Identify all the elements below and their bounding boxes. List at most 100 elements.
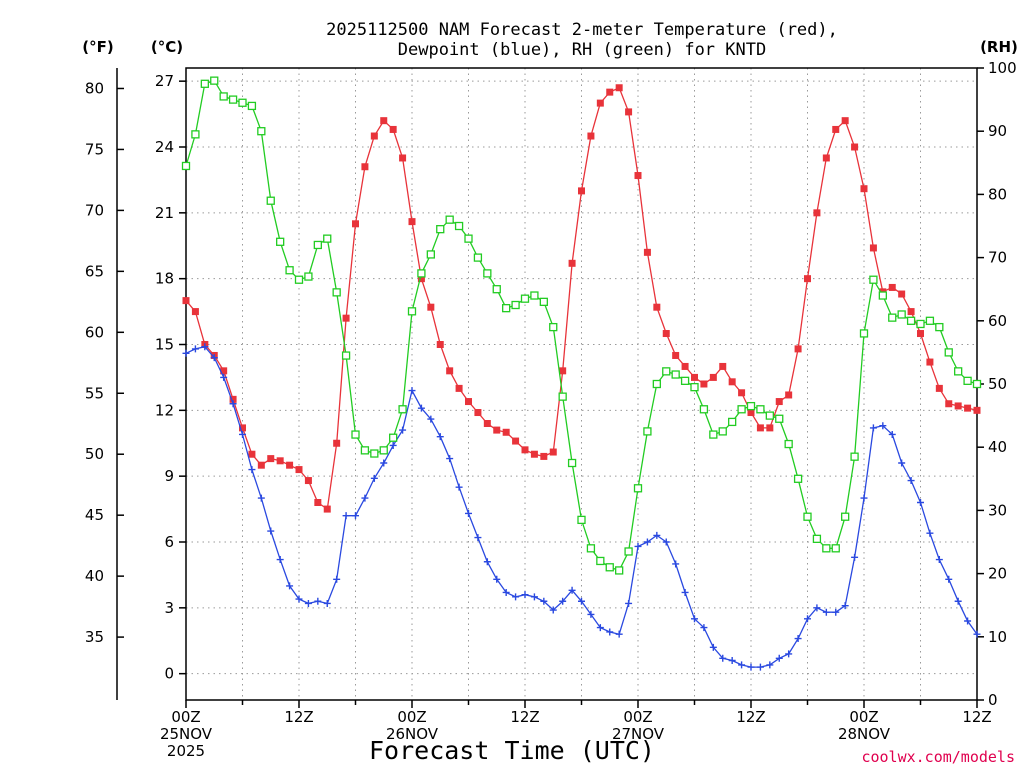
dewpoint-point-1 [191, 345, 199, 353]
rh-point-29 [454, 221, 464, 231]
temperature-point-17 [342, 314, 350, 322]
rh-point-58 [728, 417, 737, 427]
celsius-tick-label-27: 27 [155, 72, 174, 90]
dewpoint-point-12 [295, 595, 303, 603]
dewpoint-point-62 [766, 661, 774, 669]
temperature-point-60 [747, 409, 755, 417]
temperature-point-18 [352, 220, 359, 228]
temperature-point-57 [719, 362, 727, 370]
fahrenheit-tick-label-45: 45 [85, 506, 104, 524]
dewpoint-point-28 [446, 455, 454, 463]
temperature-point-54 [691, 373, 698, 381]
dewpoint-point-23 [399, 426, 407, 434]
time-tick-label-h60-0: 12Z [736, 708, 765, 726]
time-tick-label-h12-0: 12Z [284, 708, 313, 726]
temperature-point-62 [766, 424, 774, 432]
temperature-point-9 [267, 455, 275, 463]
chart-title-line-2: Dewpoint (blue), RH (green) for KNTD [398, 40, 766, 60]
rh-point-13 [304, 272, 313, 281]
celsius-tick-label-21: 21 [155, 204, 174, 222]
temperature-point-47 [625, 108, 633, 116]
dewpoint-point-64 [785, 650, 793, 658]
time-tick-label-h0-1: 25NOV [160, 725, 213, 743]
dewpoint-point-59 [738, 661, 746, 669]
temperature-point-59 [738, 389, 746, 397]
temperature-point-67 [813, 209, 821, 217]
dewpoint-point-50 [653, 531, 661, 539]
temperature-point-73 [869, 244, 877, 252]
temperature-point-46 [615, 84, 623, 92]
rh-point-79 [925, 316, 935, 325]
time-tick-label-h36-0: 12Z [510, 708, 539, 726]
temperature-point-29 [455, 384, 463, 392]
rh-point-27 [436, 225, 445, 234]
rh-point-2 [200, 79, 209, 88]
source-credit: coolwx.com/models [861, 748, 1015, 766]
rh-point-9 [266, 196, 275, 205]
dewpoint-point-5 [229, 400, 237, 408]
time-tick-label-h72-1: 28NOV [838, 725, 891, 743]
rh-tick-label-0: 0 [988, 691, 998, 709]
celsius-tick-label-6: 6 [164, 533, 174, 551]
temperature-series [182, 84, 981, 513]
dewpoint-point-38 [540, 597, 548, 605]
rh-point-51 [662, 367, 671, 376]
rh-point-44 [596, 556, 605, 566]
rh-point-77 [906, 316, 916, 325]
time-tick-label-h48-0: 00Z [623, 708, 652, 726]
temperature-point-27 [436, 341, 444, 348]
dewpoint-point-53 [681, 588, 689, 596]
time-tick-label-h0-0: 00Z [171, 708, 200, 726]
rh-point-22 [389, 433, 398, 442]
dewpoint-point-10 [276, 556, 284, 564]
x-axis-label: Forecast Time (UTC) [369, 736, 655, 765]
dewpoint-point-60 [747, 663, 755, 671]
temperature-point-63 [775, 398, 783, 406]
temperature-point-55 [700, 380, 708, 388]
rh-point-4 [219, 92, 228, 101]
temperature-point-36 [521, 446, 529, 454]
rh-point-82 [954, 367, 963, 376]
rh-point-60 [746, 401, 756, 411]
rh-point-57 [718, 427, 727, 436]
temperature-point-20 [370, 132, 378, 140]
rh-point-39 [549, 322, 558, 332]
temperature-point-76 [898, 290, 906, 298]
dewpoint-series [182, 343, 981, 671]
dewpoint-point-72 [860, 494, 868, 502]
dewpoint-point-47 [625, 599, 633, 607]
dewpoint-point-11 [286, 582, 294, 590]
temperature-point-6 [239, 424, 246, 432]
temperature-point-75 [888, 283, 896, 291]
celsius-axis-ticks: 27 24 21 18 15 12 9 6 3 0 [155, 72, 186, 683]
rh-tick-label-40: 40 [988, 438, 1007, 456]
celsius-tick-label-12: 12 [155, 401, 174, 419]
rh-point-69 [831, 544, 840, 553]
temperature-point-51 [662, 330, 670, 338]
rh-point-28 [445, 215, 454, 224]
rh-point-26 [426, 250, 435, 259]
rh-point-21 [379, 446, 388, 455]
dewpoint-point-81 [945, 575, 953, 583]
dewpoint-point-26 [427, 415, 435, 423]
temperature-point-14 [314, 499, 322, 506]
celsius-tick-label-9: 9 [164, 467, 174, 485]
temperature-point-78 [917, 330, 924, 338]
temperature-point-79 [926, 358, 934, 366]
dewpoint-point-21 [380, 459, 388, 467]
fahrenheit-tick-label-70: 70 [85, 201, 104, 219]
temperature-point-84 [973, 406, 981, 414]
temperature-point-13 [304, 477, 312, 485]
dewpoint-point-44 [596, 624, 604, 632]
dewpoint-point-65 [794, 635, 802, 643]
temperature-point-37 [530, 450, 538, 458]
temperature-point-4 [220, 367, 228, 375]
rh-point-31 [473, 253, 483, 262]
time-tick-label-h72-0: 00Z [849, 708, 878, 726]
dewpoint-point-83 [964, 617, 972, 625]
series-layer [181, 76, 982, 671]
rh-point-30 [464, 234, 473, 243]
rh-point-50 [652, 379, 661, 389]
dewpoint-point-71 [851, 553, 859, 561]
temperature-point-5 [229, 395, 237, 403]
